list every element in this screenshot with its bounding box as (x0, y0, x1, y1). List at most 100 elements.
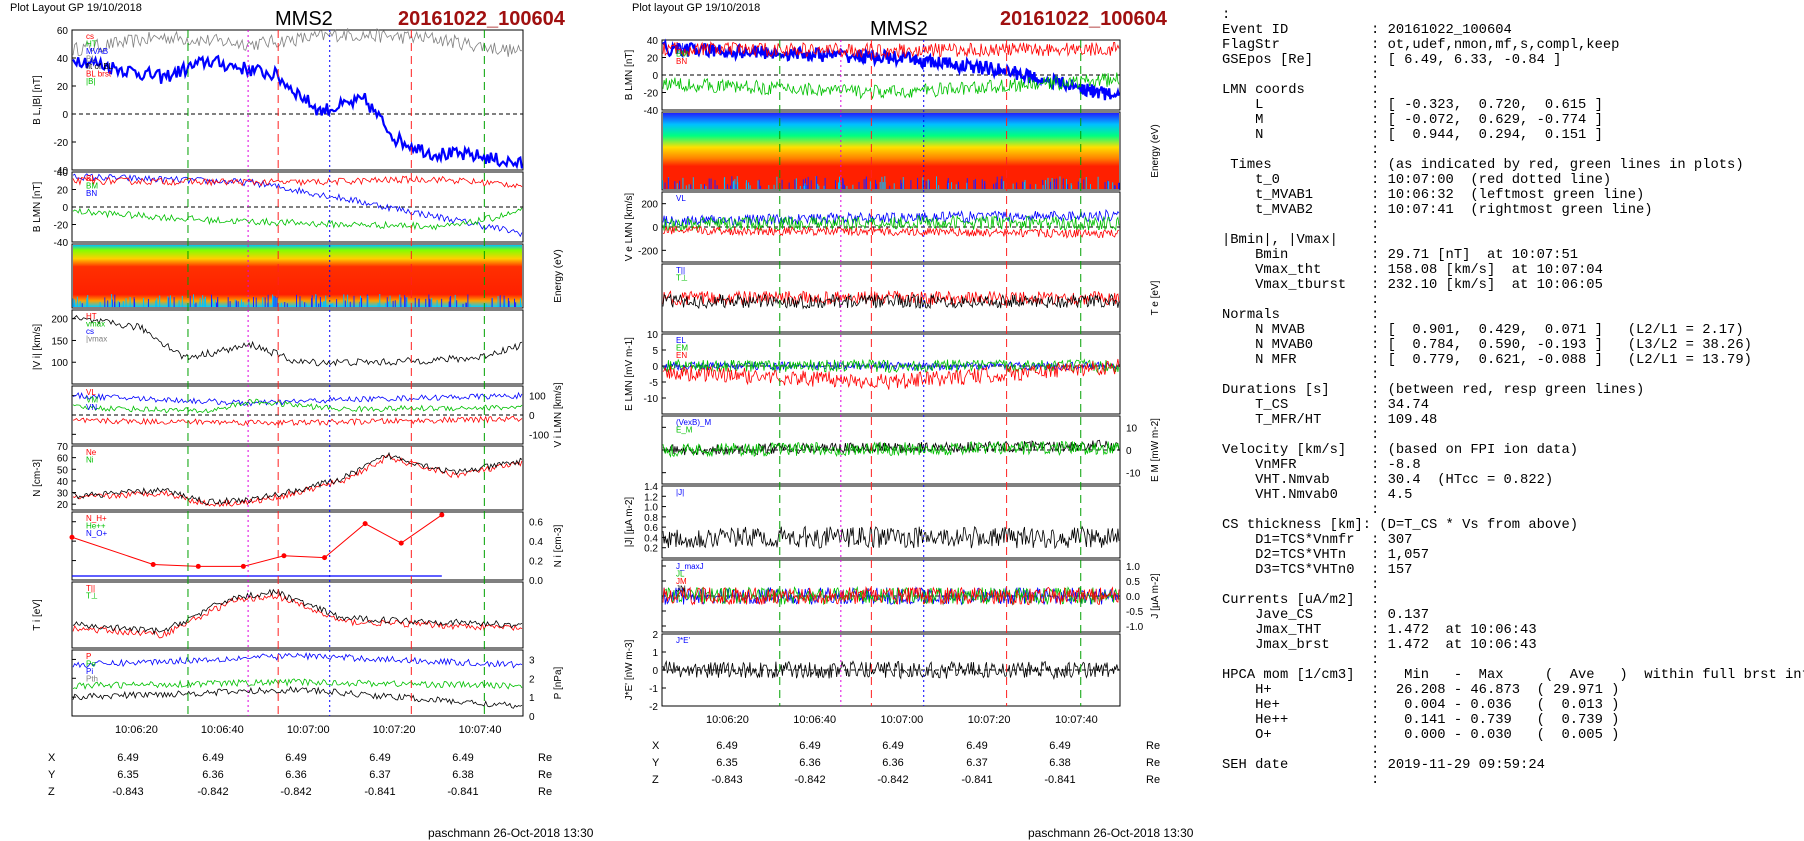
left-legend-entry: N_H+ (86, 514, 107, 523)
right-tick-label: -0.5 (1126, 607, 1144, 618)
right-time-tick-label: 10:06:40 (793, 714, 836, 726)
left-time-tick-label: 10:07:20 (373, 724, 416, 736)
right-tick-label: 0 (652, 666, 658, 677)
position-row-label: Y (48, 769, 56, 781)
right-y-axis-label: Energy (eV) (1150, 124, 1161, 177)
position-value: 6.37 (966, 757, 988, 769)
left-series-line (72, 415, 523, 427)
right-tick-label: -10 (644, 394, 659, 405)
right-legend-entry: |J| (676, 488, 684, 497)
left-tick-label: 50 (57, 465, 69, 476)
left-heatmap (73, 245, 522, 307)
position-value: -0.841 (364, 786, 396, 798)
left-tick-label: 20 (57, 82, 69, 93)
right-panel-frame (661, 485, 1121, 559)
right-tick-label: 0.4 (644, 533, 658, 544)
left-y-axis-label: P [nPa] (553, 666, 564, 699)
right-tick-label: 0.0 (1126, 592, 1140, 603)
position-value: 6.49 (285, 752, 307, 764)
left-legend-entry: VM (86, 396, 98, 405)
left-y-axis-label: |V i| [km/s] (32, 324, 43, 371)
left-tick-label: -20 (54, 138, 69, 149)
left-tick-label: 0 (62, 110, 68, 121)
left-legend-entry: BM (86, 182, 98, 191)
left-legend-entry: Pi (86, 667, 93, 676)
position-value: 6.38 (1049, 757, 1071, 769)
right-tick-label: -1 (649, 684, 658, 695)
left-legend-entry: BL (86, 55, 96, 64)
position-row-label: Z (652, 774, 659, 786)
right-tick-label: -2 (649, 702, 658, 713)
left-tick-label: 60 (57, 26, 69, 37)
left-series-line (72, 28, 522, 57)
left-legend-entry: He++ (86, 522, 106, 531)
right-tick-label: 5 (652, 346, 658, 357)
right-legend-entry: JL (676, 570, 685, 579)
right-series-line (662, 225, 1120, 239)
left-series-line (72, 173, 523, 238)
left-tick-label: 20 (57, 186, 69, 197)
right-y-axis-label: T e [eV] (1150, 280, 1161, 315)
left-legend-entry: BL (86, 174, 96, 183)
position-row-label: X (652, 740, 660, 752)
left-tick-label: 40 (57, 168, 69, 179)
left-time-tick-label: 10:07:00 (287, 724, 330, 736)
left-panel-frame (71, 243, 524, 309)
left-tick-label: 30 (57, 489, 69, 500)
left-tick-label: 0.4 (529, 537, 543, 548)
right-tick-label: 0.6 (644, 523, 658, 534)
left-series-line (72, 651, 523, 669)
right-tick-label: 40 (647, 36, 659, 47)
left-tick-label: 0 (529, 411, 535, 422)
right-tick-label: -1.0 (1126, 622, 1144, 633)
left-legend-entry: cs (86, 32, 94, 41)
left-series-line (72, 175, 523, 189)
right-series-line (662, 293, 1120, 310)
right-legend-entry: J*E' (676, 636, 690, 645)
right-heatmap (663, 113, 1119, 189)
left-tick-label: 3 (529, 655, 535, 666)
left-tick-label: -20 (54, 221, 69, 232)
right-tick-label: 0.8 (644, 513, 658, 524)
right-panel-frame (661, 191, 1121, 263)
left-tick-label: 20 (57, 500, 69, 511)
position-value: 6.49 (117, 752, 139, 764)
right-tick-label: -40 (644, 106, 659, 117)
event-summary-text: : Event ID : 20161022_100604 FlagStr : o… (1222, 8, 1804, 788)
right-series-line (662, 585, 1120, 606)
right-series-line (662, 40, 1120, 59)
position-value: 6.35 (716, 757, 738, 769)
left-y-axis-label: N i [cm-3] (553, 524, 564, 567)
position-value: 6.49 (966, 740, 988, 752)
left-legend-entry: Pth (86, 675, 98, 684)
right-y-axis-label: E LMN [mV m-1] (624, 337, 635, 411)
left-tick-label: 0.2 (529, 557, 543, 568)
position-value: -0.841 (447, 786, 479, 798)
right-legend-entry: BN (676, 57, 687, 66)
right-legend-entry: (VexB)_M (676, 418, 711, 427)
right-tick-label: 2 (652, 630, 658, 641)
right-legend-entry: T|| (676, 266, 685, 275)
position-value: -0.842 (197, 786, 229, 798)
left-series-line (72, 685, 523, 709)
left-y-axis-label: T i [eV] (32, 599, 43, 631)
position-unit: Re (1146, 774, 1161, 786)
position-value: 6.49 (882, 740, 904, 752)
left-legend-entry: |B| (86, 77, 96, 86)
right-series-line (662, 358, 1120, 390)
position-value: -0.842 (280, 786, 312, 798)
right-footer: paschmann 26-Oct-2018 13:30 (1028, 826, 1194, 840)
right-series-line (662, 72, 1120, 100)
position-value: 6.49 (452, 752, 474, 764)
left-legend-entry: T|| (86, 584, 95, 593)
right-tick-label: -20 (644, 89, 659, 100)
left-tick-label: -40 (54, 166, 69, 177)
position-value: 6.38 (452, 769, 474, 781)
right-time-tick-label: 10:06:20 (706, 714, 749, 726)
left-series-line (72, 54, 524, 170)
right-y-axis-label: J*E' [nW m-3] (624, 639, 635, 700)
position-unit: Re (538, 752, 553, 764)
right-series-line (662, 525, 1120, 550)
right-tick-label: 0 (1126, 446, 1132, 457)
left-y-axis-label: V i LMN [km/s] (553, 382, 564, 447)
